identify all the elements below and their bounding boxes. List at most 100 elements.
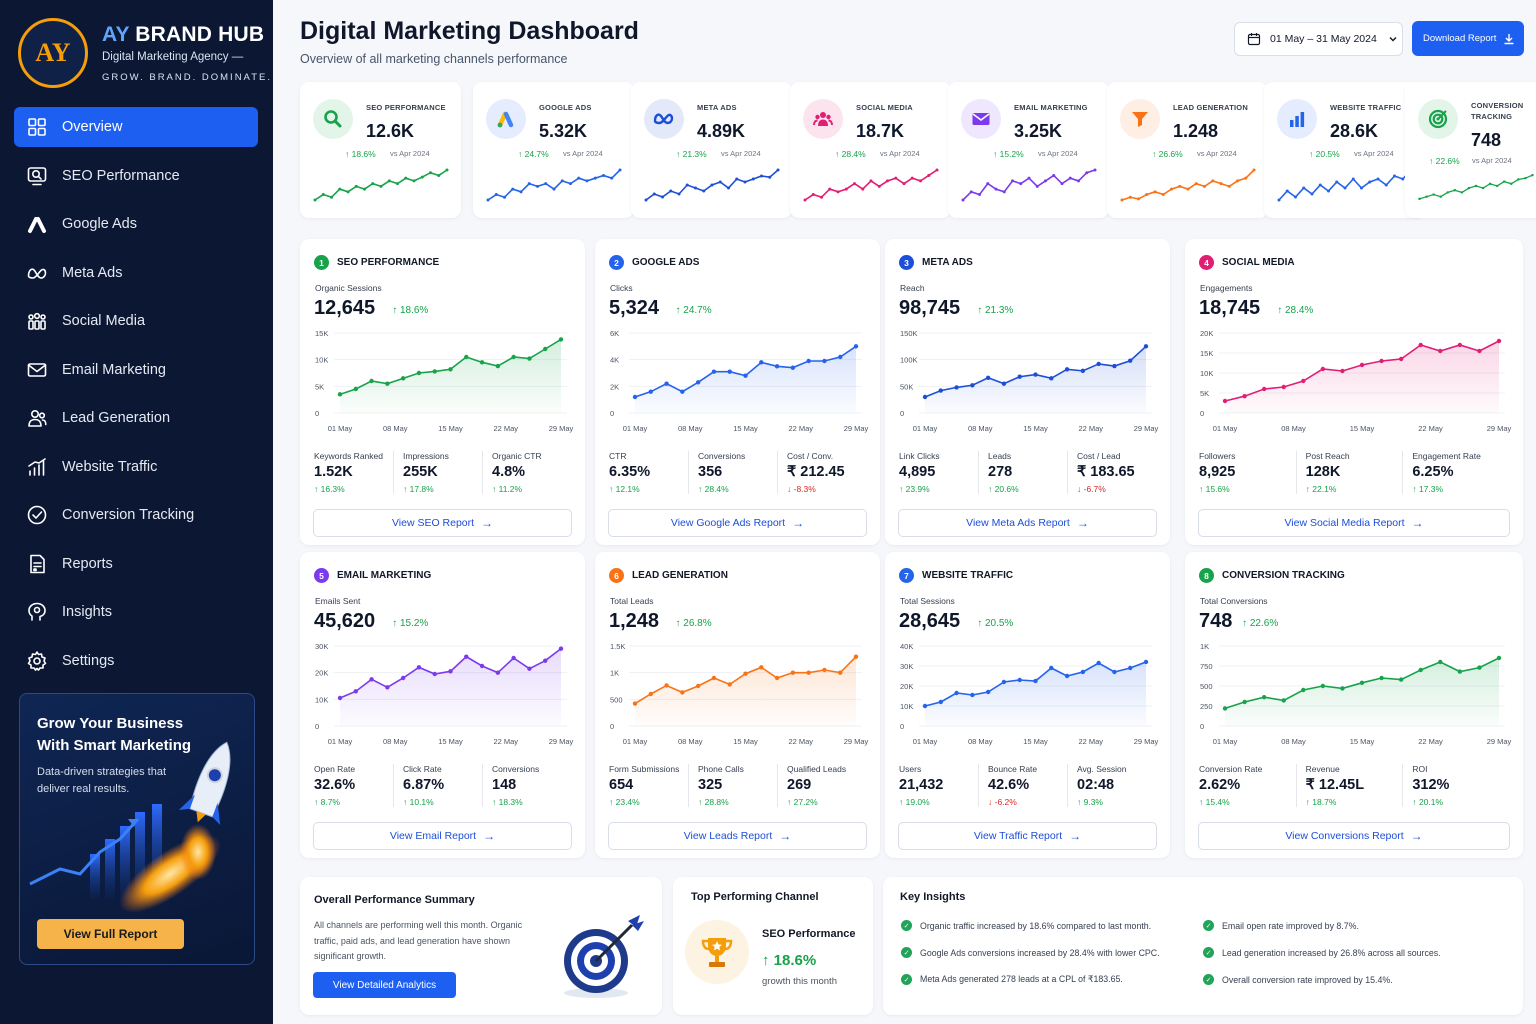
data-point[interactable] bbox=[543, 346, 548, 352]
view-meta-ads-report-link[interactable]: View Meta Ads Report → bbox=[898, 509, 1157, 537]
data-point[interactable] bbox=[632, 394, 638, 400]
kpi-card-email-marketing[interactable]: EMAIL MARKETING 3.25K ↑ 15.2% vs Apr 202… bbox=[948, 82, 1109, 218]
data-point[interactable] bbox=[511, 655, 516, 661]
kpi-card-lead-generation[interactable]: LEAD GENERATION 1.248 ↑ 26.6% vs Apr 202… bbox=[1107, 82, 1268, 218]
sidebar-item-google-ads[interactable]: Google Ads bbox=[14, 204, 258, 244]
data-point[interactable] bbox=[822, 358, 827, 364]
data-point[interactable] bbox=[648, 691, 653, 697]
data-point[interactable] bbox=[1418, 667, 1423, 673]
data-point[interactable] bbox=[1143, 344, 1149, 349]
data-point[interactable] bbox=[743, 671, 748, 676]
data-point[interactable] bbox=[1477, 348, 1482, 354]
data-point[interactable] bbox=[369, 677, 374, 682]
data-point[interactable] bbox=[838, 354, 843, 360]
data-point[interactable] bbox=[759, 360, 764, 365]
data-point[interactable] bbox=[1017, 677, 1022, 683]
data-point[interactable] bbox=[543, 658, 548, 663]
data-point[interactable] bbox=[1001, 679, 1007, 685]
sidebar-item-lead-generation[interactable]: Lead Generation bbox=[14, 398, 258, 438]
data-point[interactable] bbox=[1359, 362, 1365, 368]
data-point[interactable] bbox=[353, 689, 358, 694]
view-email-marketing-report-link[interactable]: View Email Report → bbox=[313, 822, 572, 850]
data-point[interactable] bbox=[1222, 706, 1228, 711]
kpi-card-social-media[interactable]: SOCIAL MEDIA 18.7K ↑ 28.4% vs Apr 2024 bbox=[790, 82, 951, 218]
view-google-ads-report-link[interactable]: View Google Ads Report → bbox=[608, 509, 867, 537]
data-point[interactable] bbox=[970, 383, 975, 388]
sidebar-item-reports[interactable]: Reports bbox=[14, 544, 258, 584]
data-point[interactable] bbox=[632, 701, 638, 706]
data-point[interactable] bbox=[1096, 361, 1101, 367]
data-point[interactable] bbox=[1320, 683, 1326, 689]
data-point[interactable] bbox=[558, 337, 564, 342]
data-point[interactable] bbox=[1379, 675, 1384, 681]
data-point[interactable] bbox=[1112, 669, 1117, 675]
data-point[interactable] bbox=[1096, 660, 1101, 666]
data-point[interactable] bbox=[495, 670, 501, 675]
data-point[interactable] bbox=[1340, 686, 1345, 691]
data-point[interactable] bbox=[648, 389, 653, 394]
data-point[interactable] bbox=[1049, 376, 1054, 381]
data-point[interactable] bbox=[385, 685, 390, 690]
data-point[interactable] bbox=[337, 392, 343, 397]
data-point[interactable] bbox=[1242, 699, 1247, 705]
data-point[interactable] bbox=[1340, 368, 1345, 374]
kpi-card-google-ads[interactable]: GOOGLE ADS 5.32K ↑ 24.7% vs Apr 2024 bbox=[473, 82, 634, 218]
data-point[interactable] bbox=[464, 654, 469, 659]
kpi-card-seo-performance[interactable]: SEO PERFORMANCE 12.6K ↑ 18.6% vs Apr 202… bbox=[300, 82, 461, 218]
data-point[interactable] bbox=[1418, 342, 1423, 348]
data-point[interactable] bbox=[1438, 659, 1443, 665]
data-point[interactable] bbox=[527, 666, 532, 671]
data-point[interactable] bbox=[527, 356, 532, 361]
view-conversion-tracking-report-link[interactable]: View Conversions Report → bbox=[1198, 822, 1510, 850]
view-lead-generation-report-link[interactable]: View Leads Report → bbox=[608, 822, 867, 850]
sidebar-item-seo-performance[interactable]: SEO Performance bbox=[14, 156, 258, 196]
data-point[interactable] bbox=[695, 380, 701, 385]
data-point[interactable] bbox=[954, 690, 959, 696]
data-point[interactable] bbox=[1128, 665, 1133, 671]
data-point[interactable] bbox=[432, 671, 437, 677]
data-point[interactable] bbox=[806, 358, 811, 364]
data-point[interactable] bbox=[727, 682, 732, 687]
data-point[interactable] bbox=[711, 675, 717, 681]
data-point[interactable] bbox=[1049, 665, 1054, 671]
data-point[interactable] bbox=[353, 386, 358, 392]
data-point[interactable] bbox=[1379, 358, 1384, 364]
data-point[interactable] bbox=[1281, 384, 1286, 390]
data-point[interactable] bbox=[695, 683, 701, 689]
data-point[interactable] bbox=[1001, 381, 1007, 386]
data-point[interactable] bbox=[479, 663, 485, 669]
data-point[interactable] bbox=[727, 369, 732, 374]
data-point[interactable] bbox=[416, 370, 422, 376]
data-point[interactable] bbox=[1457, 669, 1463, 674]
kpi-card-website-traffic[interactable]: WEBSITE TRAFFIC 28.6K ↑ 20.5% vs Apr 202… bbox=[1264, 82, 1425, 218]
data-point[interactable] bbox=[774, 675, 780, 681]
data-point[interactable] bbox=[938, 388, 943, 393]
data-point[interactable] bbox=[511, 354, 516, 360]
data-point[interactable] bbox=[790, 365, 796, 370]
data-point[interactable] bbox=[448, 367, 453, 372]
kpi-card-conversion-tracking[interactable]: CONVERSION TRACKING 748 ↑ 22.6% vs Apr 2… bbox=[1405, 82, 1536, 218]
sidebar-item-email-marketing[interactable]: Email Marketing bbox=[14, 350, 258, 390]
data-point[interactable] bbox=[922, 703, 928, 709]
data-point[interactable] bbox=[938, 699, 943, 705]
data-point[interactable] bbox=[464, 354, 469, 360]
data-point[interactable] bbox=[822, 667, 827, 673]
data-point[interactable] bbox=[985, 375, 991, 380]
data-point[interactable] bbox=[743, 373, 748, 378]
data-point[interactable] bbox=[479, 360, 485, 365]
data-point[interactable] bbox=[1064, 367, 1070, 372]
data-point[interactable] bbox=[1457, 342, 1463, 348]
data-point[interactable] bbox=[400, 675, 406, 681]
data-point[interactable] bbox=[1301, 687, 1306, 693]
sidebar-item-insights[interactable]: Insights bbox=[14, 592, 258, 632]
data-point[interactable] bbox=[1017, 374, 1022, 379]
data-point[interactable] bbox=[1398, 356, 1404, 362]
data-point[interactable] bbox=[680, 690, 685, 695]
data-point[interactable] bbox=[970, 692, 975, 698]
data-point[interactable] bbox=[1438, 348, 1443, 354]
sidebar-item-settings[interactable]: Settings bbox=[14, 641, 258, 681]
data-point[interactable] bbox=[790, 670, 796, 675]
sidebar-item-social-media[interactable]: Social Media bbox=[14, 301, 258, 341]
data-point[interactable] bbox=[1064, 673, 1070, 679]
data-point[interactable] bbox=[1477, 665, 1482, 670]
